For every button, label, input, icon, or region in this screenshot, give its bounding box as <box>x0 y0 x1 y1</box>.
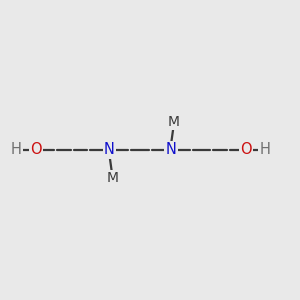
Text: H: H <box>259 142 270 158</box>
Text: M: M <box>168 115 180 128</box>
Text: H: H <box>11 142 22 158</box>
Text: O: O <box>30 142 42 158</box>
Text: M: M <box>106 172 119 185</box>
Text: N: N <box>104 142 115 158</box>
Text: N: N <box>166 142 176 158</box>
Text: O: O <box>240 142 252 158</box>
